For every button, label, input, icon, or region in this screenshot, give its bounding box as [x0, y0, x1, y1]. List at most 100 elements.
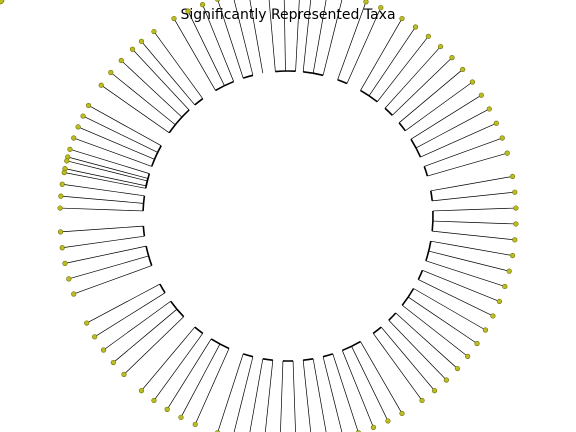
branch-line-9 [302, 44, 307, 72]
clade-arc-20 [423, 166, 429, 177]
branch-line-19 [357, 7, 382, 60]
branch-line-29 [234, 52, 244, 79]
taxon-node-119 [92, 334, 98, 340]
branch-line-102 [459, 191, 515, 199]
branch-line-137 [380, 326, 399, 348]
branch-line-91 [444, 122, 497, 147]
branch-line-200 [86, 296, 137, 324]
taxon-node-67 [509, 252, 516, 259]
taxon-node-56 [504, 150, 510, 156]
taxon-node-55 [499, 135, 505, 141]
branch-line-42 [161, 98, 183, 118]
branch-line-77 [392, 96, 412, 116]
clade-arc-44 [159, 283, 166, 294]
branch-line-100 [457, 176, 513, 187]
branch-line-40 [154, 107, 176, 126]
branch-line-75 [384, 87, 404, 109]
taxon-node-72 [490, 313, 496, 319]
clade-arc-37 [262, 358, 273, 362]
branch-line-217 [60, 207, 117, 211]
branch-line-213 [60, 227, 117, 233]
branch-line-205 [122, 255, 149, 264]
branch-line-122 [442, 291, 494, 317]
taxon-node-9 [378, 5, 384, 11]
branch-line-106 [432, 220, 460, 223]
taxon-node-41 [412, 24, 419, 30]
branch-line-35 [249, 0, 259, 47]
branch-line-34 [257, 46, 264, 74]
branch-line-55 [129, 148, 155, 160]
branch-line-10 [305, 0, 312, 45]
branch-line-69 [373, 18, 403, 68]
branch-line-133 [415, 330, 458, 369]
branch-line-32 [233, 0, 247, 50]
branch-line-221 [62, 183, 118, 193]
taxon-node-76 [474, 340, 480, 347]
taxon-node-83 [419, 397, 425, 404]
taxon-node-127 [59, 245, 65, 251]
branch-line-143 [360, 341, 375, 366]
branch-line-3 [268, 0, 274, 45]
branch-line-152 [322, 356, 330, 383]
taxon-node-131 [57, 205, 63, 211]
branch-line-49 [186, 76, 204, 99]
branch-line-220 [117, 191, 145, 197]
branch-line-150 [332, 353, 342, 380]
taxon-node-23 [108, 69, 114, 76]
taxon-node-109 [164, 406, 170, 412]
taxon-node-140 [0, 0, 5, 5]
clade-arc-30 [372, 326, 382, 334]
branch-line-83 [426, 81, 473, 116]
branch-line-216 [116, 209, 144, 212]
branch-line-185 [153, 354, 188, 401]
clade-arc-43 [170, 300, 185, 318]
branch-line-211 [62, 239, 118, 249]
clade-arc-10 [194, 98, 204, 106]
taxon-node-8 [363, 0, 369, 5]
branch-line-89 [439, 108, 490, 136]
clade-arc-38 [242, 353, 254, 358]
taxon-node-24 [118, 57, 124, 64]
clade-arc-12 [150, 145, 162, 167]
taxon-node-120 [84, 320, 90, 326]
branch-line-81 [419, 69, 463, 106]
branch-line-76 [402, 46, 441, 89]
branch-line-144 [373, 364, 403, 414]
taxon-node-68 [506, 268, 512, 274]
branch-line-5 [283, 0, 286, 45]
branch-line-108 [432, 230, 460, 235]
taxon-node-123 [71, 291, 77, 297]
taxon-node-32 [75, 124, 81, 130]
taxon-node-133 [59, 181, 65, 187]
branch-line-180 [180, 367, 208, 418]
taxon-node-87 [385, 418, 391, 424]
branch-line-65 [67, 156, 122, 172]
branch-line-62 [119, 179, 147, 187]
taxon-node-28 [151, 28, 157, 35]
taxon-node-69 [502, 283, 508, 290]
taxon-node-137 [67, 146, 73, 152]
branch-line-225 [121, 174, 148, 182]
branch-line-167 [264, 387, 271, 432]
branch-line-22 [201, 66, 216, 91]
branch-line-93 [424, 156, 450, 167]
branch-line-87 [433, 94, 482, 126]
branch-line-119 [422, 269, 448, 281]
branch-line-198 [94, 306, 143, 338]
branch-line-68 [360, 66, 375, 91]
taxon-node-47 [460, 66, 466, 73]
taxon-node-80 [443, 377, 449, 383]
branch-line-120 [447, 280, 500, 302]
taxon-node-79 [454, 365, 461, 372]
clade-arc-32 [342, 340, 361, 352]
taxon-node-25 [129, 46, 136, 52]
taxon-node-42 [425, 33, 431, 39]
clade-arc-46 [145, 245, 153, 266]
taxon-node-86 [399, 410, 405, 417]
branch-line-125 [413, 288, 438, 303]
branch-line-126 [436, 301, 486, 331]
branch-line-197 [141, 292, 166, 308]
branch-line-174 [217, 379, 236, 432]
